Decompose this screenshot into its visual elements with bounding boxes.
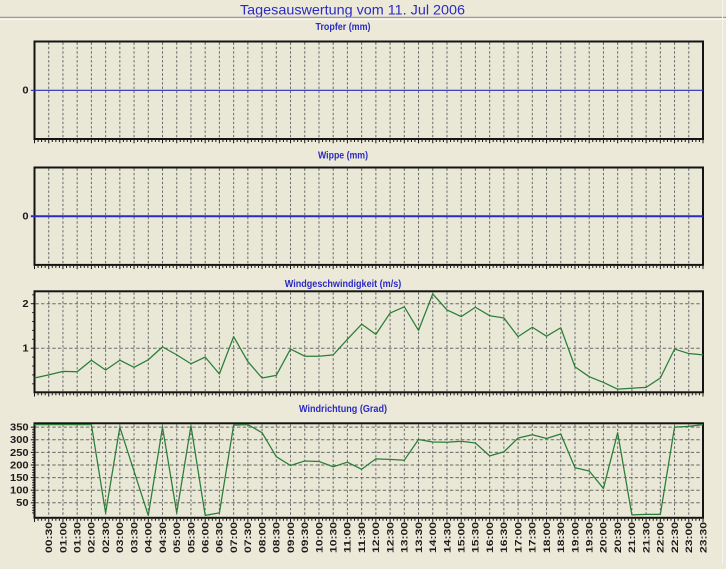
svg-text:21:00: 21:00 [627,522,638,553]
svg-text:20:30: 20:30 [613,522,624,553]
svg-text:13:30: 13:30 [414,522,425,553]
svg-text:Tropfer (mm): Tropfer (mm) [316,22,371,33]
svg-text:10:30: 10:30 [328,522,339,553]
svg-text:17:30: 17:30 [528,522,539,553]
svg-text:50: 50 [16,498,29,509]
svg-text:11:30: 11:30 [357,522,368,553]
svg-text:0: 0 [22,212,29,223]
svg-text:03:00: 03:00 [115,522,126,553]
svg-text:04:30: 04:30 [158,522,169,553]
svg-text:Windrichtung (Grad): Windrichtung (Grad) [299,404,387,415]
svg-text:15:00: 15:00 [457,522,468,553]
svg-text:22:00: 22:00 [656,522,667,553]
svg-text:1: 1 [22,344,29,355]
svg-text:23:30: 23:30 [698,522,709,553]
svg-text:11:00: 11:00 [343,522,354,553]
svg-text:23:00: 23:00 [684,522,695,553]
svg-text:19:00: 19:00 [570,522,581,553]
svg-text:01:30: 01:30 [72,522,83,553]
svg-text:2: 2 [22,299,29,310]
svg-text:350: 350 [10,423,29,434]
svg-text:10:00: 10:00 [314,522,325,553]
svg-text:Windgeschwindigkeit (m/s): Windgeschwindigkeit (m/s) [285,279,402,290]
svg-text:18:00: 18:00 [542,522,553,553]
svg-text:200: 200 [10,460,29,471]
svg-text:20:00: 20:00 [599,522,610,553]
svg-text:09:30: 09:30 [300,522,311,553]
svg-text:08:30: 08:30 [272,522,283,553]
svg-text:21:30: 21:30 [641,522,652,553]
svg-text:01:00: 01:00 [58,522,69,553]
svg-text:300: 300 [10,435,29,446]
svg-text:07:30: 07:30 [243,522,254,553]
svg-text:19:30: 19:30 [585,522,596,553]
svg-text:14:30: 14:30 [442,522,453,553]
svg-text:0: 0 [22,86,29,97]
svg-text:12:30: 12:30 [385,522,396,553]
svg-text:22:30: 22:30 [670,522,681,553]
svg-text:13:00: 13:00 [400,522,411,553]
svg-text:08:00: 08:00 [257,522,268,553]
svg-text:150: 150 [10,473,29,484]
svg-text:04:00: 04:00 [144,522,155,553]
svg-text:05:30: 05:30 [186,522,197,553]
svg-text:02:30: 02:30 [101,522,112,553]
svg-text:250: 250 [10,448,29,459]
svg-text:02:00: 02:00 [87,522,98,553]
svg-text:09:00: 09:00 [286,522,297,553]
svg-text:16:00: 16:00 [485,522,496,553]
svg-text:Wippe (mm): Wippe (mm) [318,151,368,162]
svg-text:06:00: 06:00 [200,522,211,553]
svg-text:12:00: 12:00 [371,522,382,553]
svg-text:06:30: 06:30 [215,522,226,553]
svg-text:05:00: 05:00 [172,522,183,553]
svg-text:16:30: 16:30 [499,522,510,553]
svg-text:14:00: 14:00 [428,522,439,553]
svg-text:Tagesauswertung vom 11. Jul 20: Tagesauswertung vom 11. Jul 2006 [240,2,465,18]
svg-text:03:30: 03:30 [129,522,140,553]
svg-text:00:30: 00:30 [44,522,55,553]
svg-text:18:30: 18:30 [556,522,567,553]
svg-text:07:00: 07:00 [229,522,240,553]
svg-text:17:00: 17:00 [513,522,524,553]
svg-text:15:30: 15:30 [471,522,482,553]
svg-text:100: 100 [10,486,29,497]
